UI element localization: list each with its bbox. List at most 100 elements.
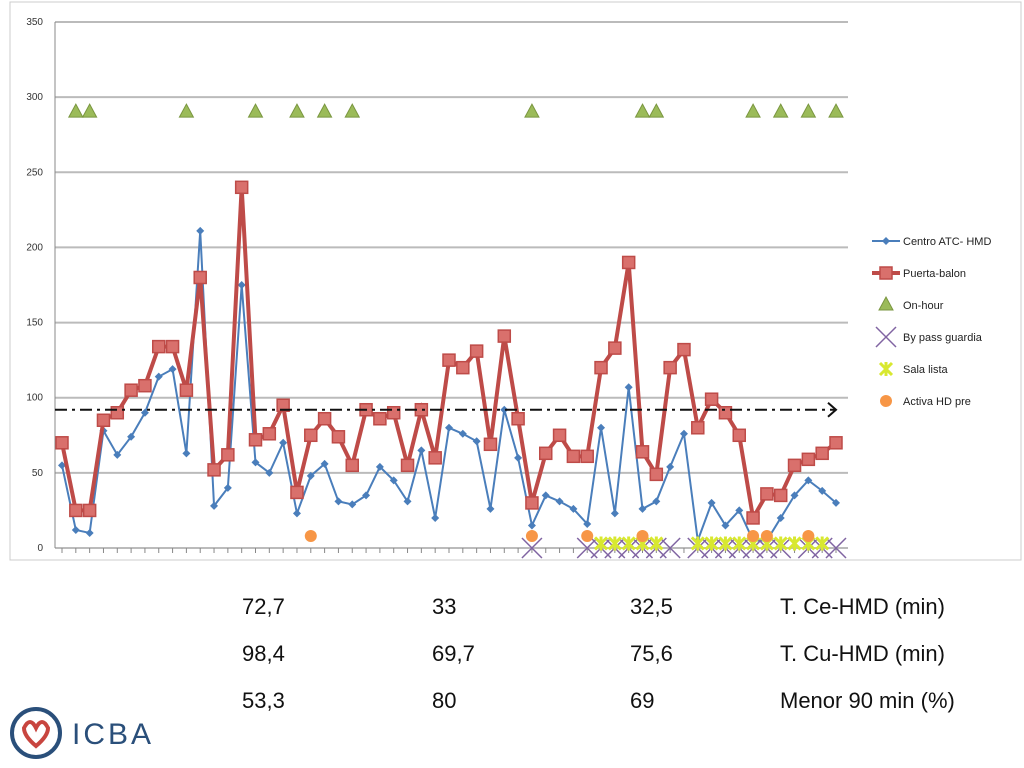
marker bbox=[69, 503, 83, 518]
logo-heart bbox=[21, 720, 51, 749]
marker bbox=[527, 521, 536, 530]
marker bbox=[539, 446, 553, 461]
table-cell: T. Ce-HMD (min) bbox=[780, 594, 945, 619]
legend-label: By pass guardia bbox=[903, 332, 983, 344]
marker bbox=[386, 405, 401, 420]
series bbox=[304, 529, 815, 542]
marker bbox=[747, 529, 760, 542]
marker bbox=[248, 433, 263, 447]
logo-ring bbox=[10, 707, 62, 759]
marker bbox=[721, 521, 730, 530]
marker bbox=[679, 429, 688, 438]
marker bbox=[566, 449, 581, 464]
marker bbox=[400, 458, 415, 473]
marker bbox=[704, 392, 719, 406]
marker bbox=[704, 536, 719, 551]
marker bbox=[624, 383, 633, 392]
marker bbox=[800, 103, 817, 118]
marker bbox=[607, 536, 622, 551]
table-cell: 98,4 bbox=[242, 641, 285, 666]
marker bbox=[735, 506, 744, 515]
legend-entry: Activa HD pre bbox=[880, 395, 971, 408]
marker bbox=[514, 453, 523, 462]
marker bbox=[304, 428, 318, 443]
y-tick-label: 100 bbox=[26, 393, 43, 404]
marker bbox=[878, 295, 894, 311]
legend-entry: Sala lista bbox=[878, 361, 949, 377]
marker bbox=[85, 528, 94, 537]
marker bbox=[113, 450, 122, 459]
marker bbox=[290, 485, 304, 500]
marker bbox=[815, 446, 829, 461]
marker bbox=[610, 509, 619, 518]
marker bbox=[555, 497, 564, 506]
marker bbox=[690, 536, 705, 551]
marker bbox=[773, 488, 788, 503]
marker bbox=[787, 536, 802, 551]
series bbox=[593, 536, 830, 551]
marker bbox=[718, 536, 733, 551]
marker bbox=[110, 405, 125, 420]
marker bbox=[552, 428, 567, 443]
marker bbox=[875, 326, 897, 348]
table-cell: 69 bbox=[630, 688, 654, 713]
marker bbox=[772, 103, 789, 118]
marker bbox=[262, 427, 277, 441]
marker bbox=[621, 255, 636, 270]
marker bbox=[828, 103, 844, 118]
legend-entry: On-hour bbox=[878, 295, 944, 312]
marker bbox=[497, 329, 512, 343]
marker bbox=[71, 525, 80, 534]
marker bbox=[718, 405, 733, 420]
marker bbox=[458, 429, 467, 438]
marker bbox=[428, 451, 442, 465]
marker bbox=[179, 383, 194, 397]
marker bbox=[472, 437, 481, 446]
marker bbox=[414, 402, 429, 417]
marker bbox=[154, 372, 163, 381]
marker bbox=[373, 412, 387, 426]
marker bbox=[524, 103, 540, 118]
marker bbox=[621, 536, 636, 551]
marker bbox=[815, 536, 830, 551]
marker bbox=[279, 438, 288, 447]
marker bbox=[804, 476, 813, 485]
marker bbox=[140, 408, 149, 417]
table-cell: 53,3 bbox=[242, 688, 285, 713]
marker bbox=[802, 529, 815, 542]
marker bbox=[666, 462, 675, 471]
marker bbox=[500, 405, 509, 414]
table-cell: 80 bbox=[432, 688, 456, 713]
table-cell: 32,5 bbox=[630, 594, 673, 619]
marker bbox=[334, 497, 343, 506]
marker bbox=[469, 344, 484, 358]
marker bbox=[634, 103, 651, 118]
marker bbox=[818, 486, 827, 495]
marker bbox=[760, 487, 774, 501]
y-tick-label: 150 bbox=[26, 318, 43, 329]
marker bbox=[345, 458, 359, 473]
marker bbox=[745, 103, 761, 118]
marker bbox=[652, 497, 661, 506]
marker bbox=[207, 463, 221, 477]
marker bbox=[511, 412, 525, 426]
marker bbox=[878, 361, 894, 377]
marker bbox=[760, 529, 773, 542]
marker bbox=[138, 378, 152, 393]
marker bbox=[276, 398, 290, 412]
legend-entry: Centro ATC- HMD bbox=[872, 236, 991, 248]
marker bbox=[879, 266, 893, 280]
marker bbox=[445, 423, 453, 432]
marker bbox=[81, 103, 98, 118]
series bbox=[55, 180, 843, 525]
marker bbox=[486, 504, 495, 513]
marker bbox=[55, 436, 69, 450]
marker bbox=[362, 491, 371, 500]
table-cell: 72,7 bbox=[242, 594, 285, 619]
marker bbox=[234, 180, 249, 195]
marker bbox=[691, 421, 705, 435]
marker bbox=[659, 537, 681, 559]
marker bbox=[306, 471, 315, 480]
marker bbox=[320, 459, 329, 468]
table-cell: 33 bbox=[432, 594, 456, 619]
